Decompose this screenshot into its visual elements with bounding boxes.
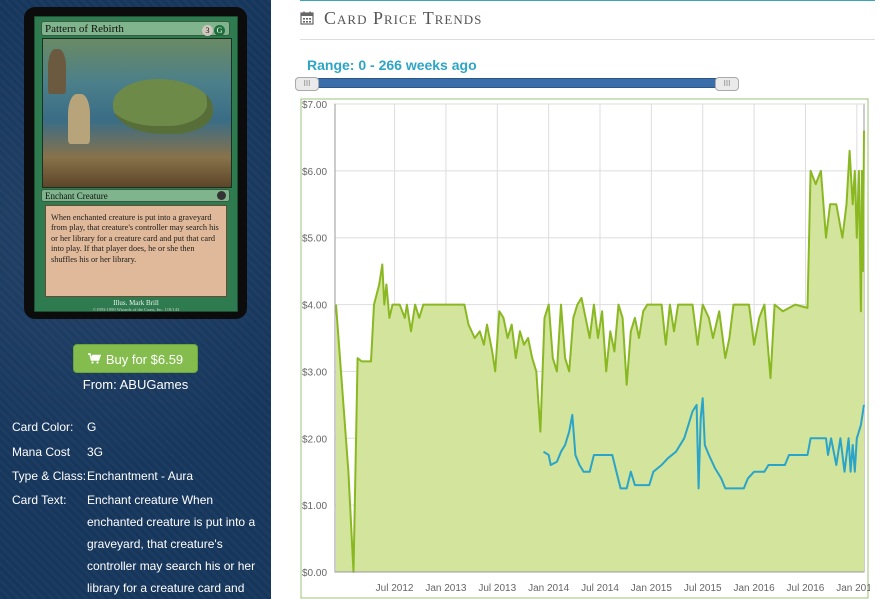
art-figure: [68, 94, 90, 144]
generic-mana-icon: 3: [202, 25, 213, 36]
x-tick-label: Jul 2012: [376, 583, 414, 594]
y-tick-label: $2.00: [302, 434, 327, 445]
x-tick-label: Jul 2015: [684, 583, 722, 594]
set-symbol-icon: [217, 191, 226, 200]
card-copyright: ©1993-1999 Wizards of the Coast, Inc. 11…: [92, 307, 180, 312]
detail-label: Card Color:: [12, 420, 74, 434]
buy-button[interactable]: Buy for $6.59: [73, 344, 198, 373]
y-tick-label: $1.00: [302, 501, 327, 512]
calendar-icon: [300, 9, 314, 25]
detail-label: Mana Cost: [12, 445, 71, 459]
detail-value: Enchant creature When enchanted creature…: [87, 493, 256, 595]
x-tick-label: Jan 2013: [425, 583, 467, 594]
detail-label: Card Text:: [12, 493, 67, 507]
vendor-label: From: ABUGames: [82, 377, 189, 392]
x-tick-label: Jul 2014: [581, 583, 619, 594]
buy-button-label: Buy for $6.59: [105, 352, 184, 367]
x-tick-label: Jan 2014: [528, 583, 570, 594]
y-tick-label: $3.00: [302, 367, 327, 378]
x-tick-label: Jul 2013: [478, 583, 516, 594]
price-trends-panel: Card Price Trends Range: 0 - 266 weeks a…: [295, 0, 879, 599]
series-line: [542, 397, 865, 490]
card-type-line: Enchant Creature: [45, 191, 108, 201]
price-chart: $0.00 $1.00 $2.00 $3.00 $4.00 $5.00 $6.00 $7.00…: [300, 98, 870, 599]
section-title-text: Card Price Trends: [324, 8, 483, 28]
series-line: [335, 130, 865, 573]
slider-handle-start[interactable]: III: [295, 77, 319, 91]
series-area: [336, 130, 864, 572]
slider-track[interactable]: [295, 78, 735, 88]
art-creature: [113, 79, 213, 134]
range-slider[interactable]: III III: [295, 77, 745, 91]
x-tick-label: Jul 2016: [787, 583, 825, 594]
card-name: Pattern of Rebirth: [45, 23, 124, 35]
title-divider: [300, 39, 875, 40]
section-title: Card Price Trends: [300, 8, 482, 29]
y-tick-label: $6.00: [302, 167, 327, 178]
green-mana-icon: G: [214, 25, 225, 36]
detail-value: 3G: [87, 445, 104, 459]
y-tick-label: $0.00: [302, 568, 327, 579]
x-tick-label: Jan 2017: [836, 583, 870, 594]
card-artwork: [42, 38, 232, 188]
x-tick-label: Jan 2015: [631, 583, 673, 594]
range-label: Range: 0 - 266 weeks ago: [307, 57, 477, 73]
shopping-cart-icon: [87, 346, 101, 375]
top-divider: [300, 0, 875, 1]
detail-value: Enchantment - Aura: [87, 469, 194, 483]
y-tick-label: $5.00: [302, 234, 327, 245]
detail-label: Type & Class:: [12, 469, 87, 483]
card-rules-text: When enchanted creature is put into a gr…: [45, 205, 227, 297]
x-tick-label: Jan 2016: [734, 583, 776, 594]
chart-frame: [300, 98, 869, 599]
y-tick-label: $4.00: [302, 301, 327, 312]
card-illustrator: Illus. Mark Brill: [113, 299, 159, 307]
art-figure: [48, 49, 66, 94]
detail-value: G: [87, 420, 97, 434]
y-tick-label: $7.00: [302, 100, 327, 111]
card-type-bar: Enchant Creature: [41, 189, 230, 202]
slider-handle-end[interactable]: III: [715, 77, 739, 91]
